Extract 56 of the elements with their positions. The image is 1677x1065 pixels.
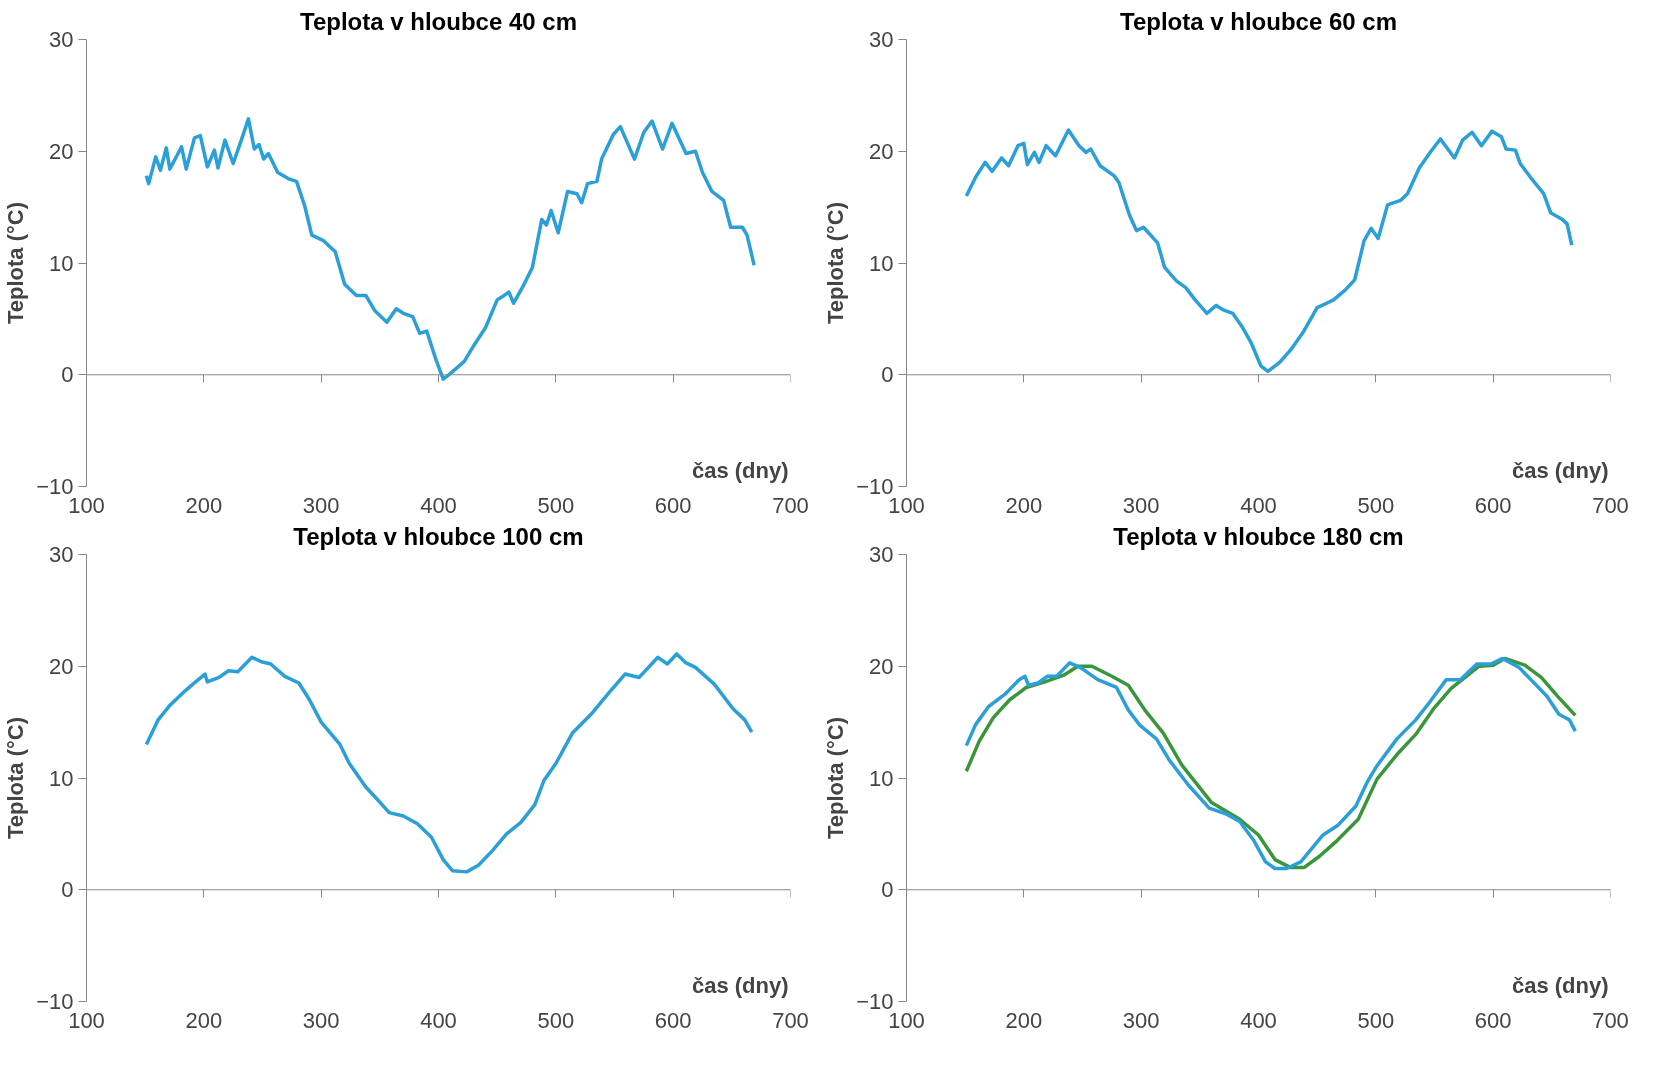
- chart-title: Teplota v hloubce 60 cm: [1120, 7, 1397, 35]
- y-tick-label: 30: [869, 27, 894, 52]
- y-tick-label: −10: [856, 989, 894, 1014]
- y-tick-label: −10: [36, 474, 74, 499]
- y-tick-label: 10: [869, 765, 894, 791]
- x-tick-label: 500: [1357, 492, 1395, 518]
- y-tick-label: 20: [49, 653, 74, 679]
- y-tick-label: 10: [49, 765, 74, 791]
- x-tick-label: 600: [654, 1007, 692, 1033]
- y-tick-label: 0: [61, 877, 74, 903]
- x-tick-label: 700: [1592, 1007, 1629, 1033]
- y-tick-label: −10: [856, 474, 894, 499]
- x-tick-label: 200: [1005, 1007, 1043, 1033]
- x-tick-label: 600: [1474, 1007, 1512, 1033]
- x-tick-label: 600: [654, 492, 692, 518]
- y-axis-title: Teplota (°C): [823, 716, 849, 840]
- y-tick-label: 30: [869, 542, 894, 567]
- y-tick-label: 20: [49, 138, 74, 164]
- chart-title: Teplota v hloubce 40 cm: [300, 7, 577, 35]
- y-tick-label: 20: [869, 138, 894, 164]
- x-tick-label: 300: [1122, 492, 1160, 518]
- x-tick-label: 400: [1240, 492, 1277, 518]
- x-tick-label: 300: [302, 1007, 340, 1033]
- x-tick-label: 400: [420, 492, 457, 518]
- x-tick-label: 700: [772, 1007, 809, 1033]
- x-tick-label: 200: [185, 1007, 223, 1033]
- x-axis-title: čas (dny): [1511, 457, 1609, 483]
- x-axis-title: čas (dny): [691, 457, 789, 483]
- x-tick-label: 300: [1122, 1007, 1160, 1033]
- x-tick-label: 200: [185, 492, 223, 518]
- x-tick-label: 500: [537, 492, 575, 518]
- x-tick-label: 700: [1592, 492, 1629, 518]
- y-tick-label: 20: [869, 653, 894, 679]
- y-tick-label: 0: [881, 877, 894, 903]
- chart-title: Teplota v hloubce 100 cm: [293, 522, 584, 550]
- y-tick-label: 0: [61, 362, 74, 388]
- x-tick-label: 600: [1474, 492, 1512, 518]
- x-tick-label: 400: [1240, 1007, 1277, 1033]
- x-axis-title: čas (dny): [1511, 972, 1609, 998]
- y-tick-label: 10: [869, 250, 894, 276]
- x-tick-label: 500: [1357, 1007, 1395, 1033]
- x-tick-label: 400: [420, 1007, 457, 1033]
- x-axis-title: čas (dny): [691, 972, 789, 998]
- y-tick-label: 30: [49, 542, 74, 567]
- y-tick-label: 10: [49, 250, 74, 276]
- y-tick-label: −10: [36, 989, 74, 1014]
- y-axis-title: Teplota (°C): [823, 201, 849, 325]
- x-tick-label: 700: [772, 492, 809, 518]
- chart-title: Teplota v hloubce 180 cm: [1113, 522, 1404, 550]
- x-tick-label: 200: [1005, 492, 1043, 518]
- y-tick-label: 0: [881, 362, 894, 388]
- x-tick-label: 300: [302, 492, 340, 518]
- y-axis-title: Teplota (°C): [3, 716, 29, 840]
- y-axis-title: Teplota (°C): [3, 201, 29, 325]
- y-tick-label: 30: [49, 27, 74, 52]
- x-tick-label: 500: [537, 1007, 575, 1033]
